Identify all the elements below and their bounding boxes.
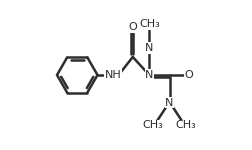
Text: NH: NH — [105, 70, 122, 80]
Text: CH₃: CH₃ — [176, 120, 196, 130]
Text: N: N — [165, 98, 174, 108]
Text: N: N — [145, 70, 153, 80]
Text: O: O — [128, 22, 137, 32]
Text: O: O — [185, 70, 193, 80]
Text: CH₃: CH₃ — [143, 120, 163, 130]
Text: N: N — [145, 43, 153, 53]
Text: CH₃: CH₃ — [139, 19, 160, 29]
